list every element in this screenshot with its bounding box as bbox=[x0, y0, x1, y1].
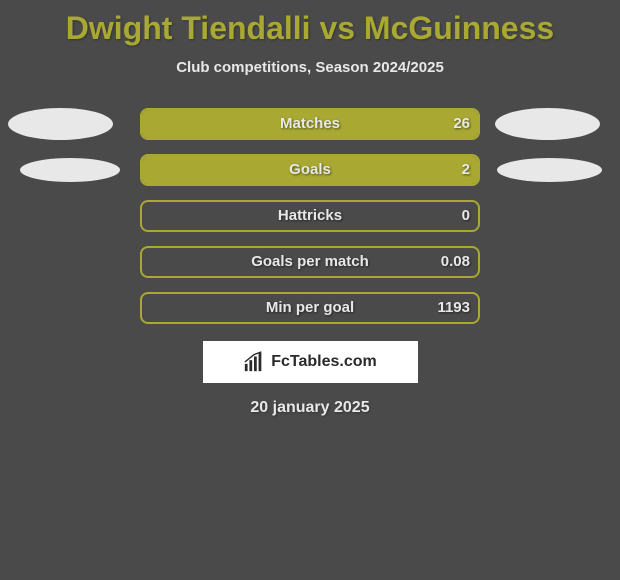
stat-label: Min per goal bbox=[142, 294, 478, 322]
stat-label: Goals bbox=[142, 156, 478, 184]
stat-bar: Matches26 bbox=[140, 108, 480, 140]
stat-value-right: 0.08 bbox=[441, 248, 470, 276]
player-left-oval bbox=[8, 108, 113, 140]
subtitle: Club competitions, Season 2024/2025 bbox=[0, 59, 620, 76]
player-right-oval bbox=[497, 158, 602, 182]
stat-label: Matches bbox=[142, 110, 478, 138]
stat-bar: Min per goal1193 bbox=[140, 292, 480, 324]
stat-row: Min per goal1193 bbox=[0, 290, 620, 326]
stat-value-right: 26 bbox=[453, 110, 470, 138]
stat-value-right: 1193 bbox=[437, 294, 470, 322]
stat-row: Goals2 bbox=[0, 152, 620, 188]
stat-label: Hattricks bbox=[142, 202, 478, 230]
stat-value-right: 0 bbox=[462, 202, 470, 230]
stat-bar: Hattricks0 bbox=[140, 200, 480, 232]
stat-label: Goals per match bbox=[142, 248, 478, 276]
stat-row: Goals per match0.08 bbox=[0, 244, 620, 280]
stat-row: Matches26 bbox=[0, 106, 620, 142]
stat-value-right: 2 bbox=[462, 156, 470, 184]
player-right-oval bbox=[495, 108, 600, 140]
page-title: Dwight Tiendalli vs McGuinness bbox=[0, 0, 620, 47]
chart-icon bbox=[243, 351, 265, 373]
stat-bar: Goals per match0.08 bbox=[140, 246, 480, 278]
stat-bar: Goals2 bbox=[140, 154, 480, 186]
stats-comparison: Matches26 Goals2 Hattricks0 Goals per match… bbox=[0, 106, 620, 326]
logo-text: FcTables.com bbox=[271, 353, 377, 371]
player-left-oval bbox=[20, 158, 120, 182]
date-text: 20 january 2025 bbox=[0, 399, 620, 417]
logo-box[interactable]: FcTables.com bbox=[203, 341, 418, 383]
stat-row: Hattricks0 bbox=[0, 198, 620, 234]
